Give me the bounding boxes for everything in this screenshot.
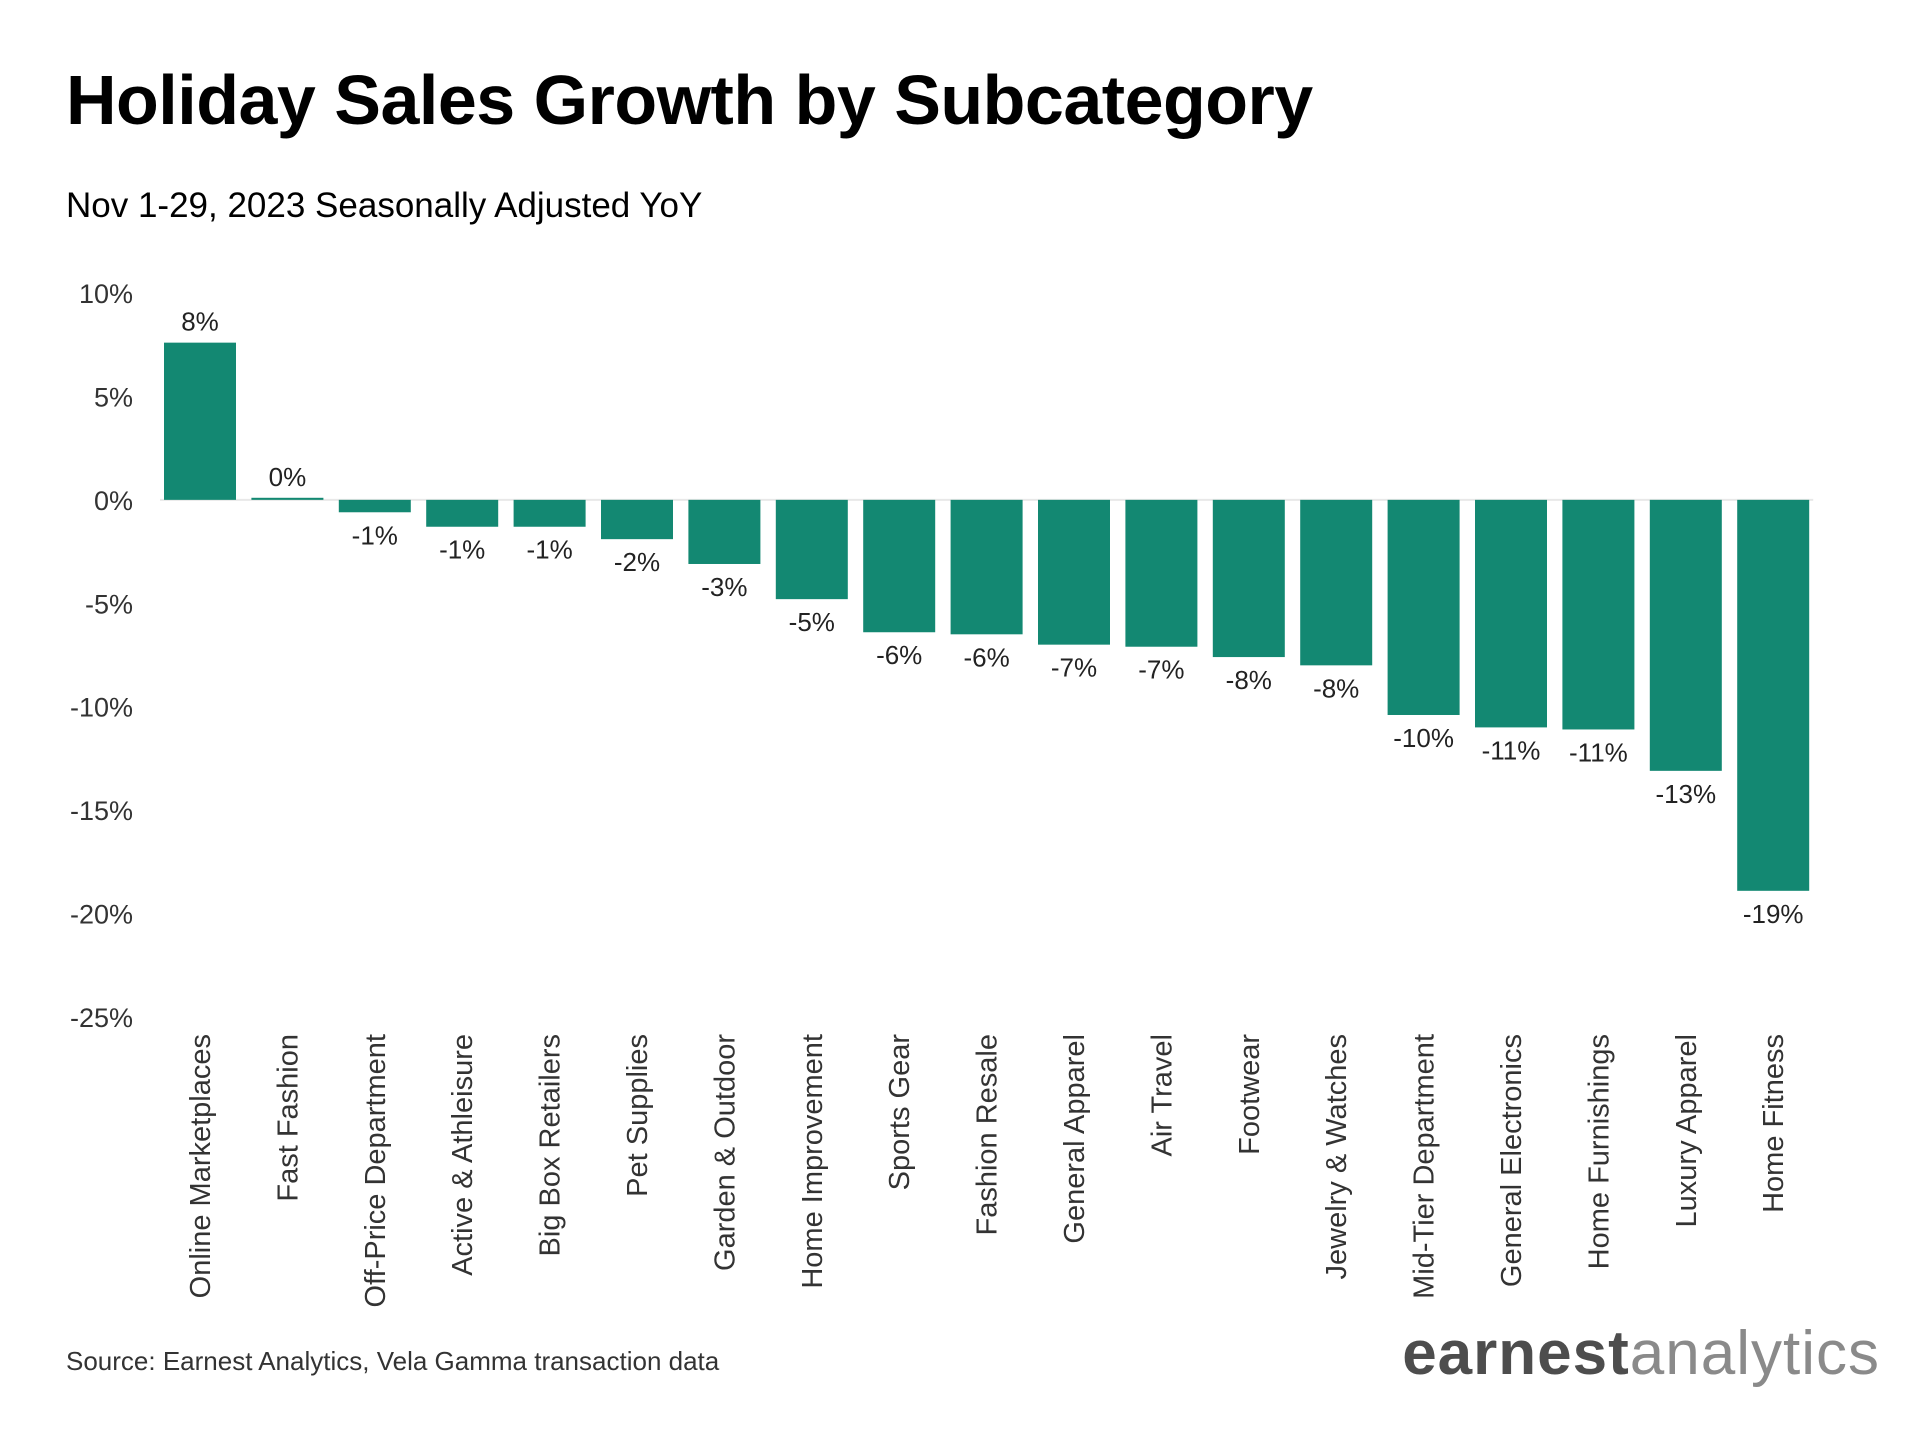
data-label-8: -6% bbox=[876, 640, 922, 670]
data-label-12: -8% bbox=[1226, 665, 1272, 695]
x-tick-label-2: Off-Price Department bbox=[360, 1034, 392, 1307]
y-tick-label-1: 5% bbox=[94, 382, 133, 412]
bar-1 bbox=[251, 497, 324, 500]
data-label-18: -19% bbox=[1743, 899, 1804, 929]
x-tick-label-11: Air Travel bbox=[1146, 1034, 1178, 1156]
x-tick-label-10: General Apparel bbox=[1059, 1034, 1091, 1244]
x-tick-label-13: Jewelry & Watches bbox=[1321, 1034, 1353, 1280]
bar-17 bbox=[1649, 499, 1722, 771]
x-tick-label-9: Fashion Resale bbox=[972, 1034, 1004, 1236]
chart-title: Holiday Sales Growth by Subcategory bbox=[66, 61, 1313, 139]
bar-6 bbox=[688, 499, 761, 564]
bar-3 bbox=[426, 499, 499, 527]
x-tick-label-12: Footwear bbox=[1234, 1034, 1266, 1155]
bar-10 bbox=[1038, 499, 1110, 645]
x-tick-label-8: Sports Gear bbox=[884, 1034, 916, 1191]
bar-8 bbox=[863, 499, 936, 633]
x-tick-label-15: General Electronics bbox=[1496, 1034, 1528, 1287]
y-tick-label-7: -25% bbox=[70, 1003, 133, 1033]
x-tick-label-3: Active & Athleisure bbox=[447, 1034, 479, 1276]
logo-part-analytics: analytics bbox=[1629, 1319, 1880, 1388]
data-label-0: 8% bbox=[181, 307, 219, 337]
data-label-4: -1% bbox=[526, 535, 572, 565]
bar-13 bbox=[1300, 499, 1373, 666]
bar-9 bbox=[950, 499, 1023, 635]
y-tick-label-0: 10% bbox=[79, 279, 133, 309]
data-label-14: -10% bbox=[1393, 723, 1454, 753]
data-label-5: -2% bbox=[614, 547, 660, 577]
data-label-7: -5% bbox=[789, 607, 835, 637]
bar-0 bbox=[164, 342, 236, 500]
y-tick-label-5: -15% bbox=[70, 796, 133, 826]
x-tick-label-5: Pet Supplies bbox=[622, 1034, 654, 1197]
data-label-13: -8% bbox=[1313, 673, 1359, 703]
y-tick-label-6: -20% bbox=[70, 900, 133, 930]
x-tick-label-18: Home Fitness bbox=[1758, 1034, 1790, 1213]
bar-18 bbox=[1737, 499, 1810, 891]
bar-12 bbox=[1212, 499, 1285, 658]
earnest-analytics-logo: earnestanalytics bbox=[1402, 1318, 1880, 1389]
data-label-10: -7% bbox=[1051, 653, 1097, 683]
data-label-11: -7% bbox=[1138, 655, 1184, 685]
x-tick-label-1: Fast Fashion bbox=[272, 1034, 304, 1202]
x-tick-label-17: Luxury Apparel bbox=[1671, 1034, 1703, 1227]
x-tick-label-6: Garden & Outdoor bbox=[709, 1034, 741, 1271]
data-label-17: -13% bbox=[1655, 779, 1716, 809]
bar-11 bbox=[1125, 499, 1198, 647]
x-tick-label-14: Mid-Tier Department bbox=[1409, 1034, 1441, 1299]
data-label-1: 0% bbox=[269, 462, 307, 492]
bar-4 bbox=[513, 499, 586, 527]
chart-subtitle: Nov 1-29, 2023 Seasonally Adjusted YoY bbox=[66, 186, 703, 225]
bar-2 bbox=[338, 499, 411, 513]
bar-7 bbox=[775, 499, 848, 600]
data-label-2: -1% bbox=[352, 520, 398, 550]
bar-5 bbox=[601, 499, 673, 540]
bar-14 bbox=[1387, 499, 1460, 715]
logo-part-earnest: earnest bbox=[1402, 1319, 1630, 1388]
y-tick-label-3: -5% bbox=[85, 589, 133, 619]
data-label-16: -11% bbox=[1569, 737, 1628, 767]
bar-16 bbox=[1562, 499, 1635, 730]
y-tick-label-4: -10% bbox=[70, 693, 133, 723]
data-label-3: -1% bbox=[439, 535, 485, 565]
x-tick-label-7: Home Improvement bbox=[797, 1034, 829, 1289]
x-tick-label-0: Online Marketplaces bbox=[185, 1034, 217, 1298]
data-label-6: -3% bbox=[701, 572, 747, 602]
data-label-9: -6% bbox=[963, 642, 1009, 672]
y-tick-label-2: 0% bbox=[94, 486, 133, 516]
source-note: Source: Earnest Analytics, Vela Gamma tr… bbox=[66, 1346, 720, 1376]
data-label-15: -11% bbox=[1482, 735, 1541, 765]
x-tick-label-16: Home Furnishings bbox=[1583, 1034, 1615, 1269]
x-tick-label-4: Big Box Retailers bbox=[535, 1034, 567, 1256]
bar-15 bbox=[1475, 499, 1547, 728]
